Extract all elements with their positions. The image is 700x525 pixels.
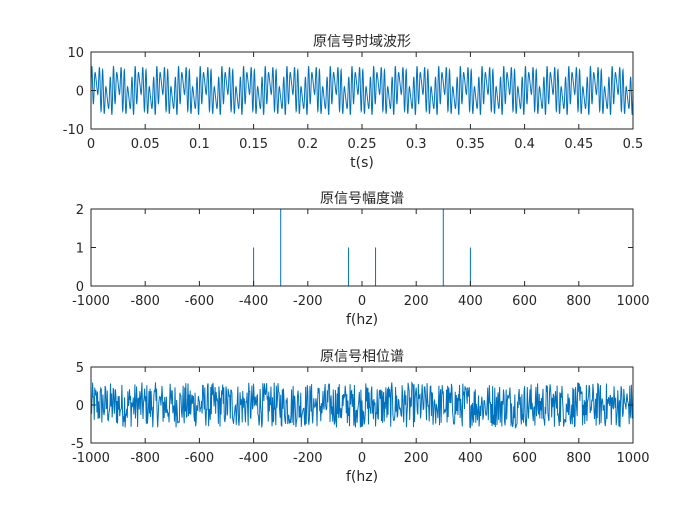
x-tick-label: -200 — [293, 294, 323, 309]
x-tick-label: 1000 — [616, 451, 649, 466]
x-tick-label: 0.4 — [514, 137, 535, 152]
x-tick-label: -400 — [239, 294, 269, 309]
y-tick-label: 0 — [76, 399, 84, 414]
x-tick-label: 600 — [512, 451, 537, 466]
x-tick-label: 0.2 — [297, 137, 318, 152]
axes-1: 0 0.05 0.1 0.15 0.2 0.25 0.3 0.35 0.4 0.45 0.5-100… — [63, 34, 644, 171]
chart-title: 原信号时域波形 — [313, 34, 411, 50]
y-tick-label: 10 — [67, 46, 84, 61]
x-tick-label: 400 — [458, 294, 483, 309]
x-tick-label: 0.05 — [131, 137, 160, 152]
phase-spectrum-line — [90, 380, 634, 429]
x-tick-label: 800 — [566, 294, 591, 309]
plot-area — [91, 209, 633, 286]
x-tick-label: -1000 — [72, 294, 110, 309]
x-tick-label: -600 — [185, 294, 215, 309]
x-axis-label: f(hz) — [346, 469, 378, 485]
x-axis-label: t(s) — [350, 155, 374, 171]
x-tick-label: 800 — [566, 451, 591, 466]
x-tick-label: -800 — [130, 451, 160, 466]
x-tick-label: 400 — [458, 451, 483, 466]
x-tick-label: 0.25 — [348, 137, 377, 152]
x-tick-label: -400 — [239, 451, 269, 466]
chart-title: 原信号相位谱 — [320, 349, 404, 365]
x-tick-label: 600 — [512, 294, 537, 309]
x-tick-label: 1000 — [616, 294, 649, 309]
x-tick-label: 0 — [358, 294, 366, 309]
x-tick-label: 0 — [358, 451, 366, 466]
axes-2: -1000 -800 -600 -400 -200 0 200 400 600 800 1000 0 1… — [72, 191, 649, 328]
x-tick-label: -1000 — [72, 451, 110, 466]
x-tick-label: -600 — [185, 451, 215, 466]
chart-title: 原信号幅度谱 — [320, 191, 404, 207]
x-tick-label: 200 — [404, 451, 429, 466]
y-tick-label: -5 — [71, 437, 84, 452]
x-axis-label: f(hz) — [346, 312, 378, 328]
x-tick-label: 0 — [87, 137, 95, 152]
time-domain-waveform — [90, 66, 634, 115]
x-tick-label: -200 — [293, 451, 323, 466]
x-tick-label: 0.1 — [189, 137, 210, 152]
y-tick-label: 5 — [76, 361, 84, 376]
x-tick-label: 0.5 — [623, 137, 644, 152]
axes-3: -1000 -800 -600 -400 -200 0 200 400 600 800 1000 -5… — [71, 349, 650, 485]
y-tick-label: -10 — [63, 123, 84, 138]
y-tick-label: 2 — [76, 203, 84, 218]
x-tick-label: -800 — [130, 294, 160, 309]
x-tick-label: 0.45 — [564, 137, 593, 152]
x-tick-label: 0.15 — [239, 137, 268, 152]
x-tick-label: 0.3 — [406, 137, 427, 152]
y-tick-label: 0 — [76, 85, 84, 100]
y-tick-label: 0 — [76, 280, 84, 295]
y-tick-label: 1 — [76, 242, 84, 257]
x-tick-label: 200 — [404, 294, 429, 309]
x-tick-label: 0.35 — [456, 137, 485, 152]
